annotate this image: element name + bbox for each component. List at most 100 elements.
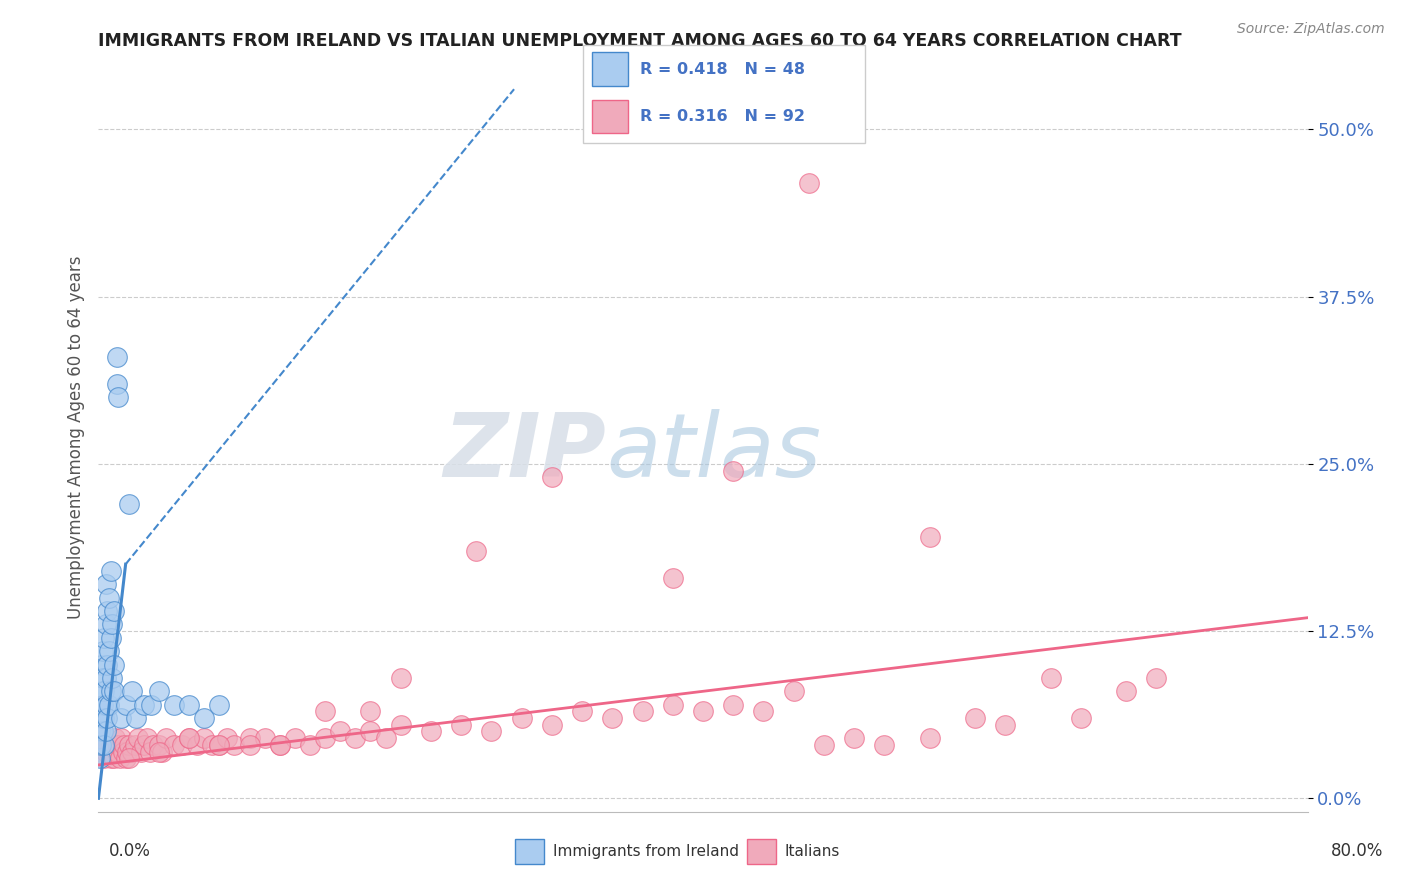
Point xyxy=(100,738,122,752)
Text: R = 0.316   N = 92: R = 0.316 N = 92 xyxy=(640,109,804,124)
Point xyxy=(540,470,562,484)
Point xyxy=(1039,671,1062,685)
Point xyxy=(148,684,170,698)
Point xyxy=(163,698,186,712)
Point xyxy=(89,724,111,739)
Point xyxy=(918,731,941,746)
Text: atlas: atlas xyxy=(606,409,821,495)
Point xyxy=(797,176,820,190)
Point xyxy=(90,684,112,698)
Point xyxy=(201,738,224,752)
Point xyxy=(90,744,112,758)
Point xyxy=(90,657,112,672)
Point xyxy=(89,751,111,765)
Point xyxy=(723,464,745,478)
Point xyxy=(101,744,124,758)
Point xyxy=(170,738,193,752)
Point xyxy=(105,350,128,364)
Text: Italians: Italians xyxy=(785,845,839,859)
Point xyxy=(103,604,125,618)
Point xyxy=(844,731,866,746)
Point xyxy=(179,731,201,746)
Point xyxy=(150,744,173,758)
FancyBboxPatch shape xyxy=(592,100,628,133)
Y-axis label: Unemployment Among Ages 60 to 64 years: Unemployment Among Ages 60 to 64 years xyxy=(66,255,84,619)
Text: IMMIGRANTS FROM IRELAND VS ITALIAN UNEMPLOYMENT AMONG AGES 60 TO 64 YEARS CORREL: IMMIGRANTS FROM IRELAND VS ITALIAN UNEMP… xyxy=(98,32,1182,50)
Point xyxy=(389,717,412,731)
Point xyxy=(1070,711,1092,725)
Point xyxy=(132,738,155,752)
FancyBboxPatch shape xyxy=(747,839,776,864)
Point xyxy=(420,724,443,739)
Point xyxy=(118,738,141,752)
Point xyxy=(602,711,624,725)
Text: Source: ZipAtlas.com: Source: ZipAtlas.com xyxy=(1237,22,1385,37)
Point xyxy=(94,724,117,739)
Point xyxy=(193,711,215,725)
Point xyxy=(96,657,118,672)
Point xyxy=(1144,671,1167,685)
Point xyxy=(360,724,382,739)
Point xyxy=(374,731,396,746)
Point xyxy=(114,698,136,712)
Point xyxy=(100,564,122,578)
Point xyxy=(91,738,114,752)
Point xyxy=(179,731,201,746)
Point xyxy=(813,738,835,752)
Point xyxy=(208,698,231,712)
Point xyxy=(93,751,115,765)
Point xyxy=(94,744,117,758)
Point xyxy=(239,731,262,746)
Point xyxy=(100,631,122,645)
Point xyxy=(661,698,683,712)
Point xyxy=(103,751,125,765)
Point xyxy=(110,731,132,746)
Point xyxy=(239,738,262,752)
Point xyxy=(94,617,117,632)
Point xyxy=(179,698,201,712)
Point xyxy=(481,724,503,739)
Point xyxy=(631,705,654,719)
Point xyxy=(965,711,987,725)
Point xyxy=(186,738,208,752)
Point xyxy=(314,731,336,746)
FancyBboxPatch shape xyxy=(592,53,628,86)
Point xyxy=(118,751,141,765)
Point xyxy=(91,724,114,739)
Point xyxy=(135,731,157,746)
Point xyxy=(110,711,132,725)
Point xyxy=(105,744,128,758)
Point xyxy=(121,744,143,758)
Point xyxy=(111,744,134,758)
Point xyxy=(329,724,352,739)
Point xyxy=(91,698,114,712)
Point xyxy=(90,738,112,752)
Point xyxy=(124,738,146,752)
Point xyxy=(163,738,186,752)
Point xyxy=(571,705,593,719)
Point xyxy=(98,591,121,605)
Point xyxy=(103,657,125,672)
Point xyxy=(93,684,115,698)
Point xyxy=(692,705,714,719)
Point xyxy=(103,738,125,752)
Point xyxy=(661,571,683,585)
Point xyxy=(1115,684,1137,698)
Point xyxy=(96,604,118,618)
Point xyxy=(148,744,170,758)
FancyBboxPatch shape xyxy=(515,839,544,864)
Point xyxy=(141,698,163,712)
Point xyxy=(783,684,806,698)
Point xyxy=(108,751,131,765)
Point xyxy=(139,744,162,758)
Point xyxy=(450,717,472,731)
Point xyxy=(994,717,1017,731)
Point xyxy=(465,544,488,558)
Point xyxy=(284,731,307,746)
Point xyxy=(114,751,136,765)
Point xyxy=(208,738,231,752)
Point xyxy=(132,698,155,712)
Point xyxy=(360,705,382,719)
Point xyxy=(873,738,896,752)
Text: ZIP: ZIP xyxy=(443,409,606,496)
